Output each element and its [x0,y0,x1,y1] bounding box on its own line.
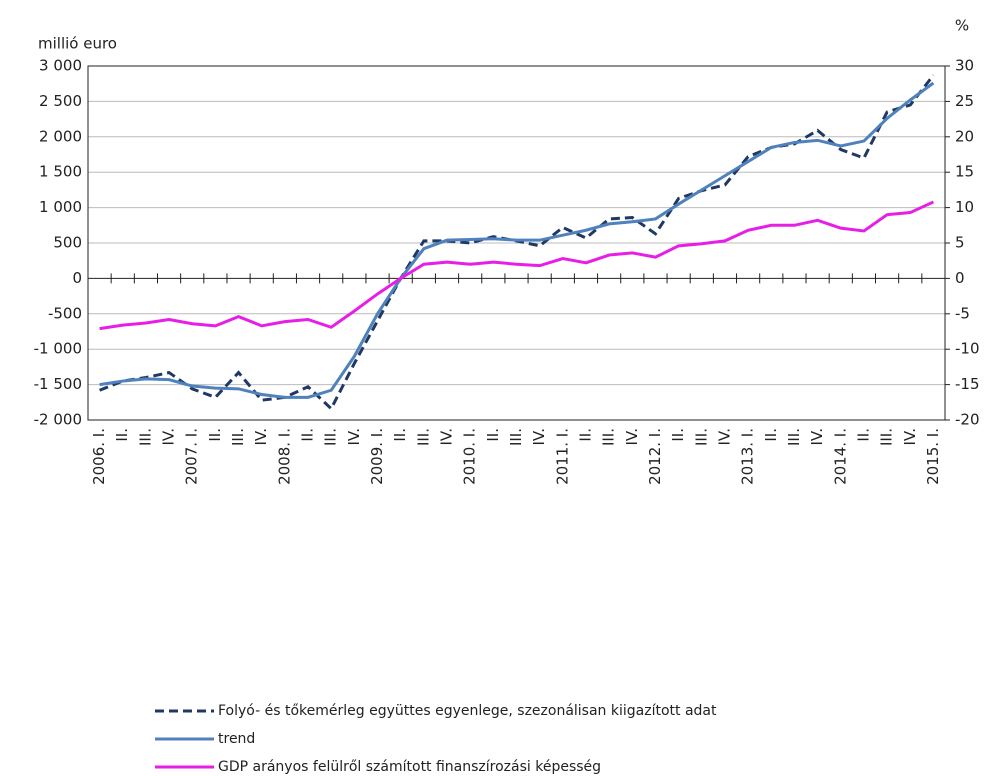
x-tick-label: 2015. I. [924,428,942,485]
x-tick-label: III. [692,428,710,446]
y-tick-label: 3 000 [39,57,82,75]
x-tick-label: 2011. I. [553,428,571,485]
legend-label: Folyó- és tőkemérleg együttes egyenlege,… [218,703,717,719]
x-tick-label: III. [878,428,896,446]
x-tick-label: 2014. I. [831,428,849,485]
y-tick-label: 500 [53,234,82,252]
x-tick-label: III. [785,428,803,446]
y2-tick-label: 0 [955,269,965,287]
x-tick-label: III. [322,428,340,446]
series-line [99,74,935,412]
legend-label: trend [218,731,255,747]
y-tick-label: 0 [72,269,82,287]
x-tick-label: III. [229,428,247,446]
x-tick-label: II. [484,428,502,442]
y-tick-label: 2 000 [39,127,82,145]
y2-tick-label: 5 [955,234,965,252]
y-tick-label: -1 000 [34,340,82,358]
x-tick-label: II. [206,428,224,442]
x-tick-label: II. [576,428,594,442]
x-tick-label: III. [600,428,618,446]
x-tick-label: III. [507,428,525,446]
y2-tick-label: 10 [955,198,974,216]
y-tick-label: 1 000 [39,198,82,216]
y2-tick-label: -20 [955,411,980,429]
x-tick-label: 2010. I. [461,428,479,485]
x-tick-label: 2013. I. [739,428,757,485]
y-tick-label: 2 500 [39,92,82,110]
y2-tick-label: -10 [955,340,980,358]
x-tick-label: IV. [160,428,178,446]
x-tick-label: IV. [623,428,641,446]
x-tick-label: 2008. I. [275,428,293,485]
y2-tick-label: -15 [955,375,980,393]
x-tick-label: 2006. I. [90,428,108,485]
x-tick-label: IV. [345,428,363,446]
x-tick-label: IV. [252,428,270,446]
x-tick-label: II. [762,428,780,442]
x-tick-label: III. [414,428,432,446]
x-tick-label: II. [669,428,687,442]
y2-tick-label: 30 [955,57,974,75]
plot-frame [87,65,946,421]
x-tick-label: II. [113,428,131,442]
x-tick-label: II. [854,428,872,442]
x-tick-label: IV. [530,428,548,446]
x-tick-label: III. [136,428,154,446]
y2-tick-label: 25 [955,92,974,110]
y2-tick-label: 20 [955,127,974,145]
x-tick-label: IV. [808,428,826,446]
x-tick-label: 2012. I. [646,428,664,485]
x-tick-label: 2007. I. [183,428,201,485]
x-tick-label: II. [391,428,409,442]
y-tick-label: -2 000 [34,411,82,429]
x-tick-label: II. [299,428,317,442]
y2-axis-label: % [955,17,969,35]
y-tick-label: 1 500 [39,163,82,181]
legend-label: GDP arányos felülről számított finanszír… [218,759,601,775]
y-axis-label: millió euro [38,35,117,53]
y2-tick-label: -5 [955,304,970,322]
series-line [99,200,935,331]
series-line [99,81,935,399]
x-tick-label: 2009. I. [368,428,386,485]
y-tick-label: -1 500 [34,375,82,393]
y2-tick-label: 15 [955,163,974,181]
x-tick-label: IV. [901,428,919,446]
legend: Folyó- és tőkemérleg együttes egyenlege,… [155,703,717,775]
x-tick-label: IV. [715,428,733,446]
y-tick-label: -500 [48,304,82,322]
x-tick-label: IV. [438,428,456,446]
